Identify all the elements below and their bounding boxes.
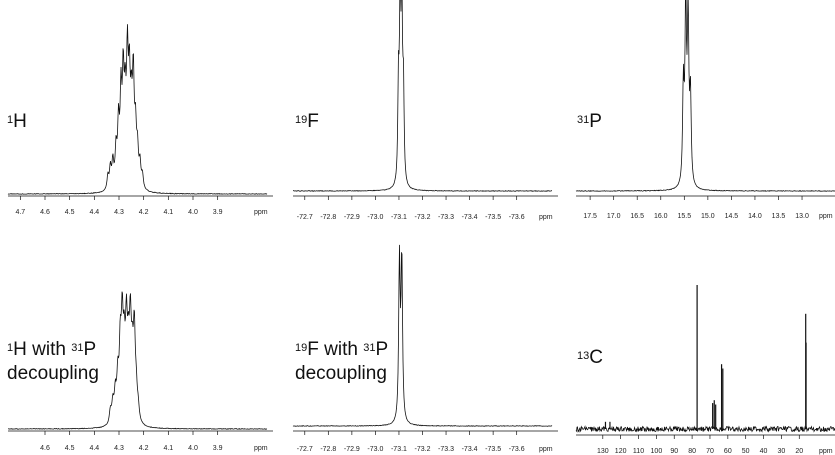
label-13c: 13C [577,347,603,368]
x-tick-label: 4.4 [89,209,99,216]
spectrum-trace [8,291,268,430]
label-31p: 31P [577,111,602,132]
spectrum-31p: 17.5 17.0 16.5 16.0 15.5 15.0 14.5 14.0 13.5 13.0… [575,0,835,220]
spectrum-19f-decoupled: -72.7 -72.8 -72.9 -73.0 -73.1 -73.2 -73.3 -73.4… [292,244,558,453]
x-tick-label: 13.5 [772,213,786,220]
x-tick-label: -72.9 [344,446,360,453]
panel-13c: 130 120 110 100 90 80 70 60 50 40 30 20 ppm 13C [573,228,835,455]
x-tick-label: 14.0 [748,213,762,220]
x-tick-label: -72.7 [297,214,313,221]
x-tick-label: 20 [795,448,803,455]
x-tick-label: 4.2 [139,209,149,216]
x-tick-label: 3.9 [213,445,223,452]
x-tick-label: 110 [633,448,644,455]
x-tick-label: 4.4 [89,445,99,452]
x-unit-label: ppm [254,445,268,452]
x-tick-label: 4.7 [15,209,25,216]
panel-19f-decoupled: -72.7 -72.8 -72.9 -73.0 -73.1 -73.2 -73.3 -73.4… [290,228,560,455]
x-tick-label: 15.5 [677,213,691,220]
spectrum-1h: 4.7 4.6 4.5 4.4 4.3 4.2 4.1 4.0 3.9 ppm [7,24,273,216]
x-unit-label: ppm [819,448,833,455]
x-tick-label: -73.0 [367,446,383,453]
x-tick-label: -73.2 [415,214,431,221]
x-tick-label: 4.3 [114,445,124,452]
label-19f: 19F [295,111,319,132]
x-tick-label: 17.5 [583,213,597,220]
x-tick-label: -73.5 [485,214,501,221]
x-tick-label: -73.4 [462,214,478,221]
spectrum-trace [7,24,268,195]
label-19f-decoupled: 19F with 31P decoupling [295,339,389,384]
spectrum-trace [575,0,835,192]
x-tick-label: 4.0 [188,209,198,216]
x-unit-label: ppm [539,446,553,453]
spectrum-1h-decoupled: 4.6 4.5 4.4 4.3 4.2 4.1 4.0 3.9 ppm [8,291,273,452]
spectrum-trace [293,0,552,192]
x-tick-label: 100 [651,448,663,455]
panel-1h: 4.7 4.6 4.5 4.4 4.3 4.2 4.1 4.0 3.9 ppm 1H [5,0,275,228]
x-tick-label: -72.9 [344,214,360,221]
x-tick-label: 30 [778,448,786,455]
x-tick-label: 4.3 [114,209,124,216]
label-1h: 1H [7,111,27,132]
x-tick-label: 3.9 [213,209,223,216]
x-tick-label: 4.5 [65,445,75,452]
x-tick-label: -73.1 [391,214,407,221]
x-tick-label: 4.6 [40,209,50,216]
x-tick-label: -72.7 [297,446,313,453]
x-tick-label: 16.5 [630,213,644,220]
x-tick-label: 50 [742,448,750,455]
x-tick-label: -73.0 [367,214,383,221]
x-tick-label: -73.4 [462,446,478,453]
x-tick-label: 130 [597,448,609,455]
x-tick-label: 4.0 [188,445,198,452]
x-tick-label: -72.8 [320,214,336,221]
x-tick-label: 80 [688,448,696,455]
spectrum-trace [292,244,553,427]
spectrum-trace [575,425,835,433]
x-tick-label: 15.0 [701,213,715,220]
x-tick-label: 60 [724,448,732,455]
x-tick-label: -73.3 [438,446,454,453]
x-unit-label: ppm [819,213,833,220]
x-tick-label: 4.1 [163,445,173,452]
x-tick-label: -73.2 [415,446,431,453]
x-tick-label: -72.8 [320,446,336,453]
spectrum-13c: 130 120 110 100 90 80 70 60 50 40 30 20 ppm [575,285,835,455]
x-tick-label: 90 [670,448,678,455]
x-tick-label: 4.6 [40,445,50,452]
x-unit-label: ppm [539,214,553,221]
x-tick-label: 120 [615,448,627,455]
x-unit-label: ppm [254,209,268,216]
x-tick-label: 4.1 [163,209,173,216]
x-tick-label: -73.6 [509,214,525,221]
x-tick-label: 13.0 [795,213,809,220]
x-tick-label: 14.5 [725,213,739,220]
x-tick-label: 40 [760,448,768,455]
x-tick-label: -73.1 [391,446,407,453]
x-tick-label: -73.3 [438,214,454,221]
x-tick-label: 4.5 [65,209,75,216]
label-1h-decoupled: 1H with 31P decoupling [7,339,99,384]
x-tick-label: 16.0 [654,213,668,220]
panel-19f: -72.7 -72.8 -72.9 -73.0 -73.1 -73.2 -73.3 -73.4… [290,0,560,228]
panel-1h-decoupled: 4.6 4.5 4.4 4.3 4.2 4.1 4.0 3.9 ppm 1H with 31P d… [5,228,275,455]
x-tick-label: -73.5 [485,446,501,453]
x-tick-label: 17.0 [607,213,621,220]
x-tick-label: -73.6 [509,446,525,453]
x-tick-label: 70 [706,448,714,455]
x-tick-label: 4.2 [139,445,149,452]
spectrum-19f: -72.7 -72.8 -72.9 -73.0 -73.1 -73.2 -73.3 -73.4… [293,0,558,221]
panel-31p: 17.5 17.0 16.5 16.0 15.5 15.0 14.5 14.0 13.5 13.0… [573,0,835,228]
